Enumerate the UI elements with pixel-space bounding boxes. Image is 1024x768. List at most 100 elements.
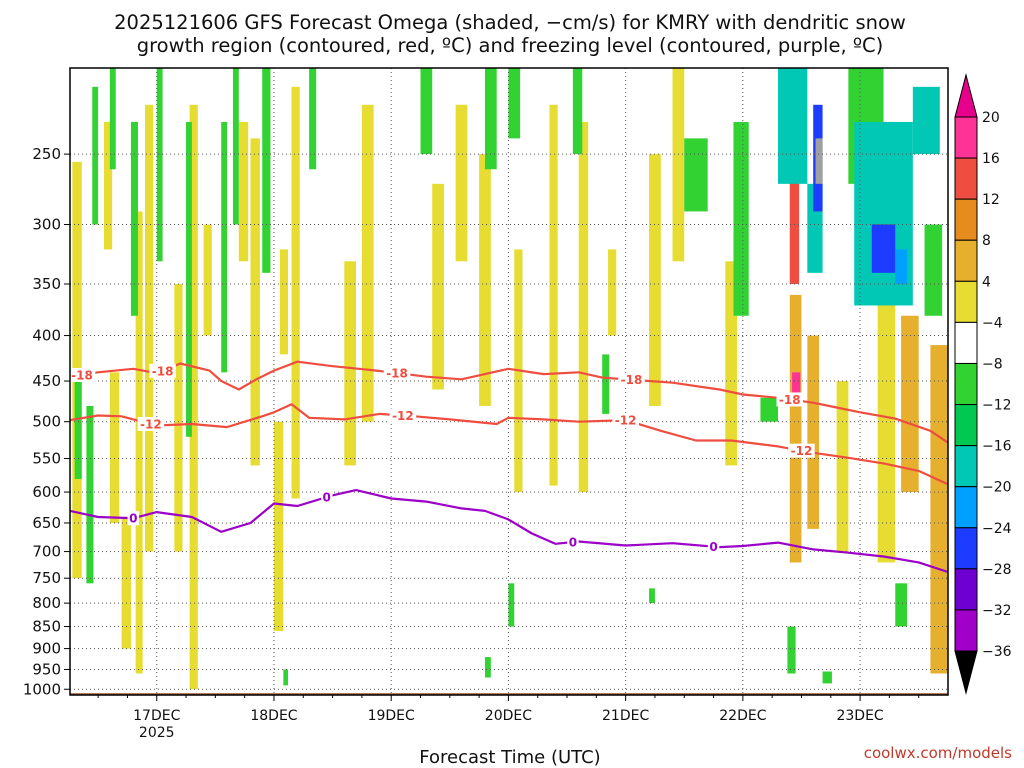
chart-title-line-2: growth region (contoured, red, ºC) and f… (137, 34, 884, 57)
omega-cell (508, 68, 521, 139)
omega-cell (789, 294, 802, 563)
contour-label-bg (320, 490, 333, 505)
contour-label-bg (788, 443, 815, 458)
contour-label-bg (707, 539, 720, 554)
colorbar-segment (954, 362, 978, 406)
colorbar-segment (954, 239, 978, 282)
omega-cell (92, 86, 99, 225)
x-tick-label: 19DEC (368, 708, 415, 724)
omega-cell (420, 68, 433, 155)
colorbar-segment (954, 609, 978, 652)
y-tick-label: 550 (32, 449, 61, 467)
omega-cell (871, 224, 896, 273)
y-tick-label: 350 (32, 275, 61, 293)
omega-cell (877, 294, 896, 563)
omega-cell (145, 104, 154, 552)
colorbar-label: −4 (982, 315, 1003, 331)
omega-cell (135, 211, 143, 674)
y-tick-label: 400 (32, 327, 61, 345)
omega-shading (72, 68, 948, 690)
colorbar-segment (954, 527, 978, 570)
y-tick-label: 500 (32, 413, 61, 431)
omega-cell (822, 671, 832, 684)
colorbar-segment (954, 486, 978, 529)
grid (70, 68, 948, 695)
isotherm-contour (70, 360, 948, 444)
colorbar-segment (954, 445, 978, 488)
omega-cell (455, 104, 468, 262)
omega-cell (121, 516, 131, 649)
omega-cell (924, 224, 943, 316)
omega-cell (578, 121, 589, 493)
x-tick-label: 20DEC (485, 708, 532, 724)
omega-cell (283, 669, 289, 686)
omega-cell (815, 138, 823, 184)
omega-cell (262, 68, 271, 273)
omega-cell (309, 68, 317, 170)
colorbar-label: −16 (982, 439, 1012, 455)
omega-cell (203, 224, 212, 336)
contour-label-bg (70, 367, 96, 382)
omega-cell (74, 372, 82, 479)
omega-cell (279, 249, 289, 355)
contour-label: -12 (791, 444, 813, 458)
contour-lines: -18 -18 -18 -18 -18 -12 -12 -12 -12 0 0 0 0 (70, 360, 948, 574)
colorbar-label: −28 (982, 562, 1012, 578)
credit-link[interactable]: coolwx.com/models (864, 744, 1012, 762)
omega-cell (725, 261, 737, 466)
omega-cell (174, 284, 183, 552)
omega-cell (787, 626, 796, 674)
omega-cell (479, 154, 491, 406)
plot-area: -18 -18 -18 -18 -18 -12 -12 -12 -12 0 0 0 0 250 300 350… (23, 67, 949, 741)
omega-cell (792, 372, 801, 402)
omega-cell (361, 104, 374, 422)
contour-label: 0 (129, 512, 137, 526)
omega-cell (232, 68, 239, 225)
colorbar-label: −24 (982, 521, 1012, 537)
colorbar-label: −36 (982, 644, 1012, 660)
omega-cell (684, 138, 708, 212)
contour-label-bg (389, 408, 417, 423)
omega-cell (484, 68, 497, 170)
omega-cell (572, 68, 583, 155)
colorbar-arrow-bottom (954, 650, 978, 695)
x-tick-label: 17DEC (133, 708, 180, 724)
contour-label: -12 (392, 409, 414, 423)
contour-label: -18 (621, 373, 643, 387)
y-tick-label: 850 (32, 618, 61, 636)
omega-cell (130, 121, 138, 316)
colorbar-label: 16 (982, 151, 1000, 167)
colorbar-segment (954, 198, 978, 241)
contour-label-bg (127, 511, 140, 526)
omega-cell (760, 397, 779, 422)
omega-cell (109, 68, 116, 170)
omega-cell (508, 583, 515, 627)
omega-cell (836, 381, 849, 552)
omega-cell (238, 121, 249, 262)
colorbar-label: −20 (982, 480, 1012, 496)
omega-cell (291, 86, 300, 499)
x-tick-label: 21DEC (602, 708, 649, 724)
contour-label-bg (612, 413, 639, 428)
omega-cell (484, 657, 491, 678)
contour-label: -18 (71, 368, 93, 382)
contour-label-bg (137, 416, 165, 431)
omega-cell (733, 121, 749, 316)
omega-cell (608, 249, 617, 336)
contour-label: -18 (152, 364, 174, 378)
contour-label: 0 (569, 536, 577, 550)
y-tick-label: 900 (32, 640, 61, 658)
x-tick-sublabel: 2025 (139, 725, 175, 741)
y-tick-label: 950 (32, 660, 61, 678)
omega-cell (602, 354, 610, 414)
omega-cell (912, 86, 940, 155)
contour-label-bg (149, 363, 176, 378)
omega-cell (649, 588, 655, 604)
colorbar-segment (954, 157, 978, 200)
contour-label-bg (776, 392, 803, 407)
omega-cell (549, 104, 558, 486)
omega-cell (344, 261, 357, 466)
omega-cell (778, 68, 808, 184)
colorbar-label: 4 (982, 274, 991, 290)
